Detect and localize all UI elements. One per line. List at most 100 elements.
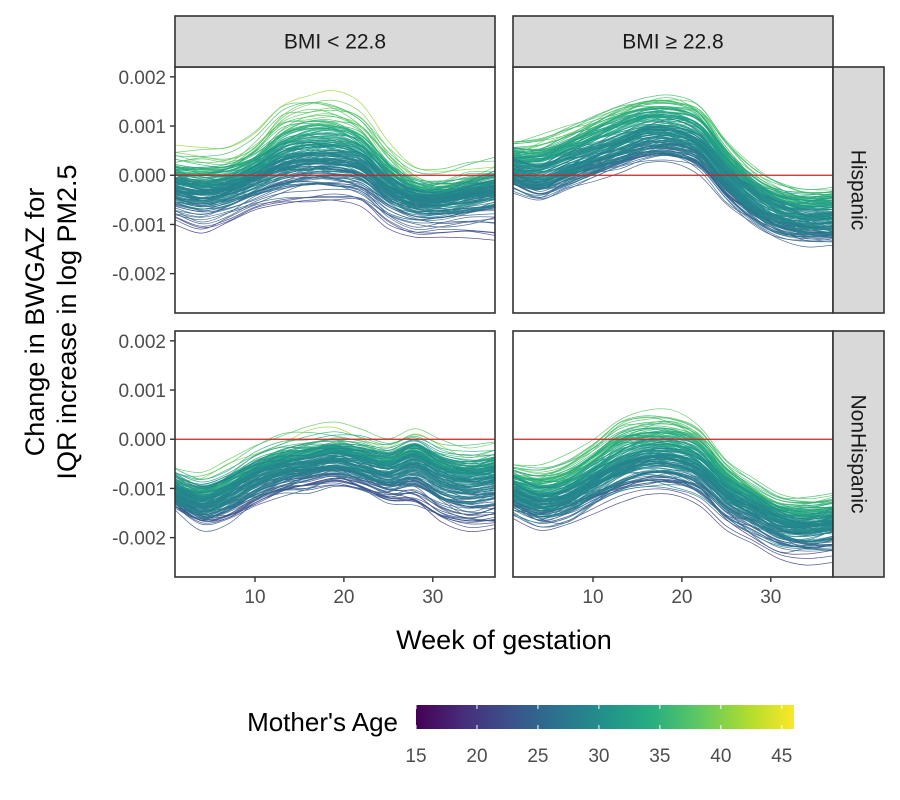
x-tick-label: 20 — [671, 587, 692, 608]
series-line — [513, 102, 833, 191]
series-line — [513, 126, 833, 217]
series-line — [175, 133, 495, 185]
series-line — [175, 198, 495, 236]
series-line — [175, 157, 495, 195]
series-line — [513, 440, 833, 514]
series-line — [513, 153, 833, 241]
series-line — [513, 472, 833, 544]
series-line — [513, 472, 833, 535]
series-line — [175, 434, 495, 480]
row-strip — [832, 330, 885, 578]
column-strip-label: BMI ≥ 22.8 — [622, 31, 723, 54]
series-line — [175, 475, 495, 521]
series-line — [175, 127, 495, 182]
series-line — [513, 129, 833, 222]
series-line — [513, 427, 833, 504]
series-line — [513, 131, 833, 222]
y-tick-label: 0.002 — [118, 332, 166, 353]
series-line — [513, 463, 833, 527]
series-line — [175, 479, 495, 528]
series-line — [513, 150, 833, 235]
y-tick-label: -0.001 — [112, 215, 166, 236]
series-line — [175, 461, 495, 514]
series-line — [175, 159, 495, 204]
series-line — [175, 426, 495, 481]
series-line — [513, 141, 833, 235]
axes: BMI < 22.8 BMI ≥ 22.8 Hispanic NonHispanic -… — [112, 15, 885, 608]
series-line — [513, 132, 833, 225]
series-line — [513, 470, 833, 542]
series-line — [175, 180, 495, 218]
series-line — [175, 90, 495, 172]
series-line — [513, 161, 833, 248]
series-line — [513, 417, 833, 505]
series-line — [513, 443, 833, 520]
y-tick-label: -0.001 — [112, 479, 166, 500]
series-line — [175, 448, 495, 487]
x-tick-label: 20 — [333, 587, 354, 608]
series-line — [513, 108, 833, 198]
legend-colorbar — [416, 705, 794, 729]
series-line — [175, 466, 495, 511]
legend-tick-label: 15 — [405, 746, 426, 767]
series-line — [513, 454, 833, 534]
series-line — [175, 142, 495, 193]
series-line — [175, 465, 495, 509]
series-line — [175, 107, 495, 182]
series-line — [175, 440, 495, 485]
series-line — [513, 456, 833, 524]
series-line — [175, 182, 495, 221]
series-line — [513, 415, 833, 500]
series-line — [175, 476, 495, 516]
legend-tick-label: 40 — [710, 746, 731, 767]
row-strip-label: Hispanic — [847, 150, 870, 231]
y-tick-label: 0.000 — [118, 430, 166, 451]
legend-tick-label: 25 — [527, 746, 548, 767]
y-tick-label: 0.000 — [118, 166, 166, 187]
series-line — [513, 430, 833, 506]
series-line — [175, 153, 495, 201]
series-lines — [175, 90, 495, 241]
series-lines — [513, 408, 833, 566]
series-line — [513, 480, 833, 550]
series-line — [513, 463, 833, 535]
series-line — [513, 102, 833, 194]
series-line — [175, 172, 495, 218]
series-line — [175, 193, 495, 233]
column-strip-label: BMI < 22.8 — [284, 31, 386, 54]
legend-tick-label: 35 — [649, 746, 670, 767]
panel-hispanic-high-bmi — [512, 66, 834, 314]
series-line — [175, 166, 495, 210]
x-axis-title: Week of gestation — [396, 625, 612, 655]
series-line — [513, 124, 833, 212]
series-line — [513, 450, 833, 523]
series-line — [513, 128, 833, 214]
series-line — [513, 463, 833, 526]
panel-nonhispanic-low-bmi — [174, 330, 496, 578]
series-line — [175, 195, 495, 234]
series-line — [175, 188, 495, 230]
column-strip — [512, 15, 834, 68]
series-line — [513, 94, 833, 191]
series-line — [513, 150, 833, 237]
series-line — [513, 437, 833, 515]
legend-tick-label: 30 — [588, 746, 609, 767]
panel-border — [174, 330, 496, 578]
series-line — [513, 112, 833, 203]
series-line — [513, 456, 833, 528]
series-line — [513, 484, 833, 550]
row-strip — [832, 66, 885, 314]
series-line — [175, 182, 495, 228]
series-line — [513, 488, 833, 559]
series-line — [175, 421, 495, 473]
series-line — [175, 431, 495, 480]
series-line — [513, 121, 833, 208]
legend-tick-label: 20 — [466, 746, 487, 767]
row-strip-label: NonHispanic — [847, 394, 870, 513]
series-line — [175, 461, 495, 504]
series-line — [175, 468, 495, 519]
y-axis-title-line-1: Change in BWGAZ for — [20, 188, 50, 457]
series-line — [513, 493, 833, 566]
legend-ticks: 15 20 25 30 35 40 45 — [405, 705, 792, 767]
